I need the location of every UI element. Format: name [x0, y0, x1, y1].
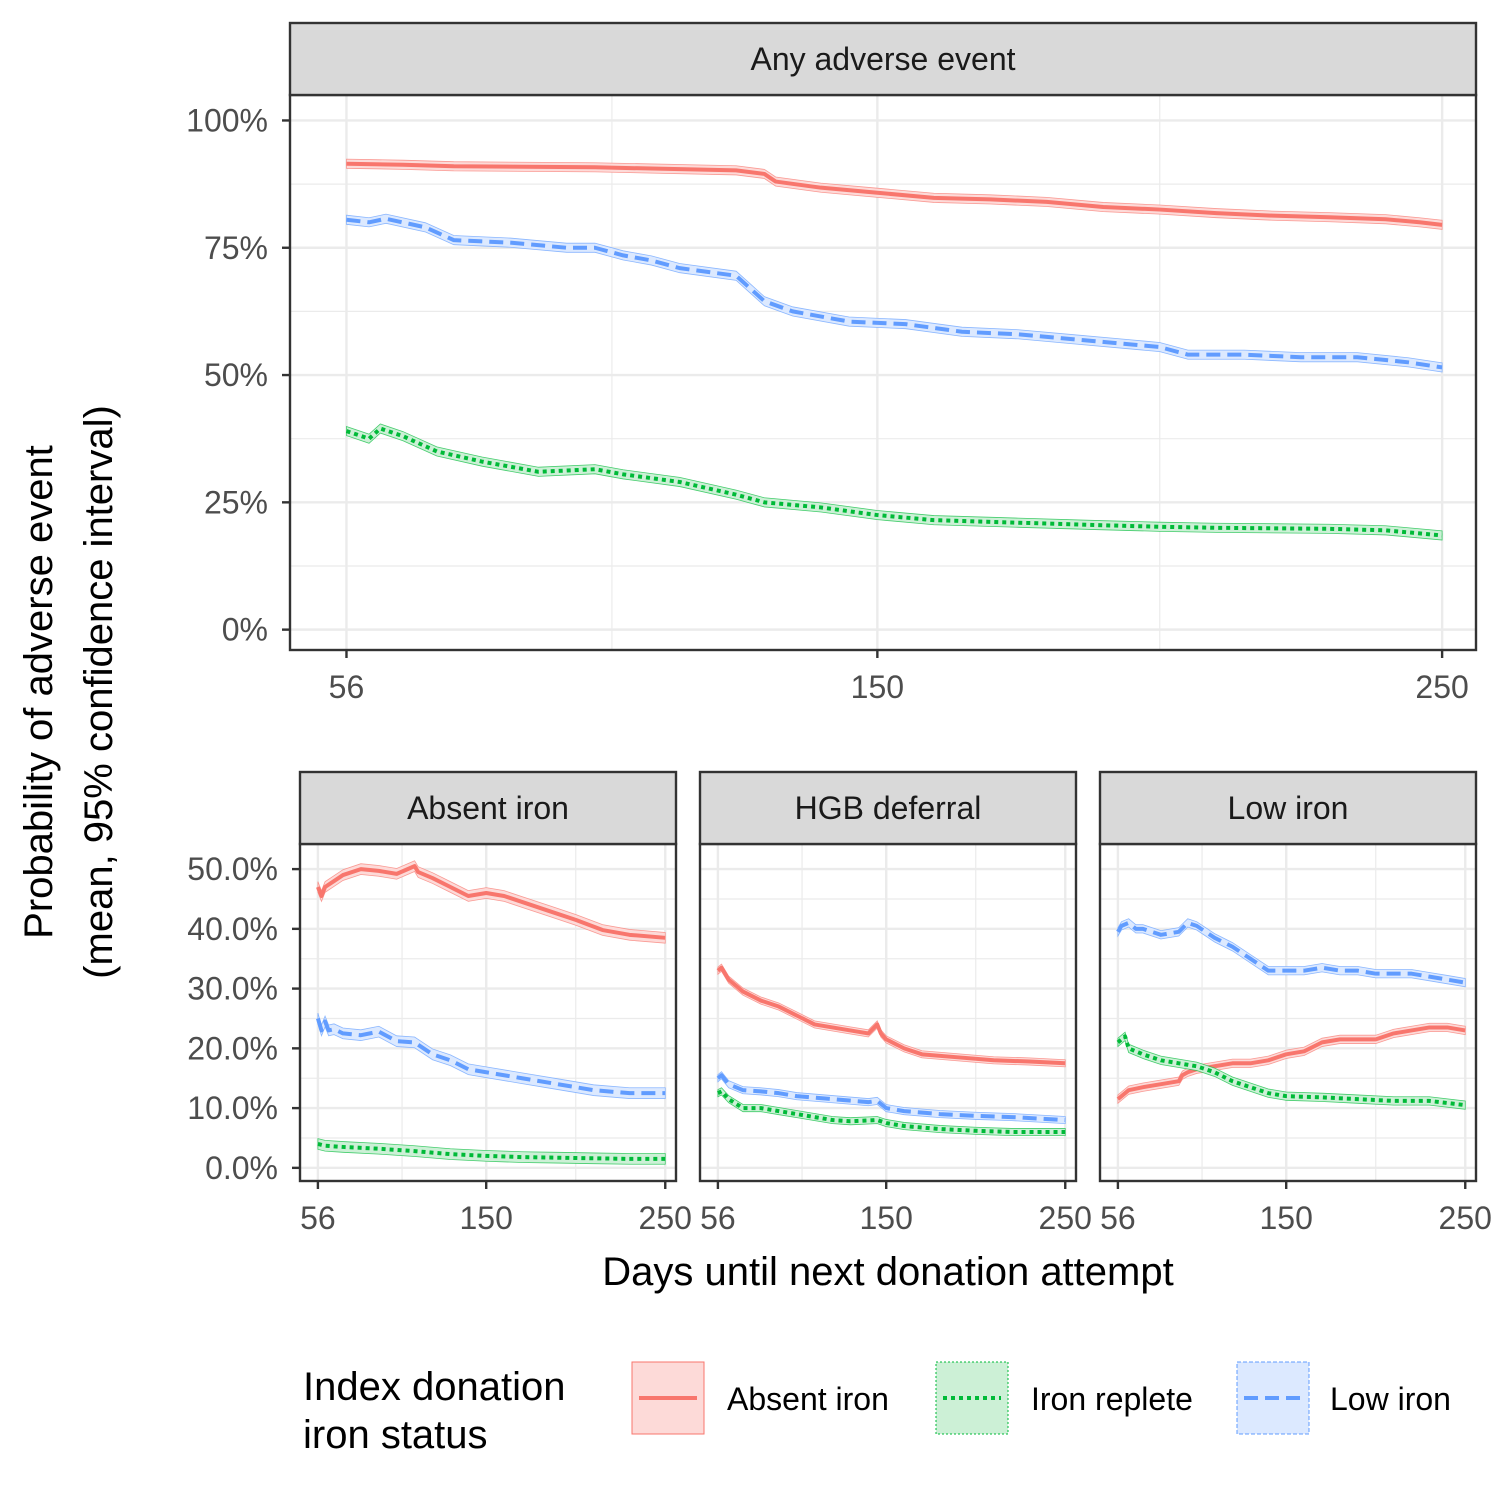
y-axis-title-line2: (mean, 95% confidence interval) [77, 405, 121, 979]
y-tick-label: 0% [222, 612, 268, 648]
x-tick-label: 250 [1039, 1200, 1092, 1236]
strip-hgb-deferral [698, 770, 1078, 846]
x-tick-label: 150 [460, 1200, 513, 1236]
x-tick-label: 250 [1439, 1200, 1492, 1236]
panel-absent-iron: Absent iron 56 150 250 0.0% 10.0% 20.0% 30.0% 40… [187, 770, 692, 1236]
x-tick-label: 150 [860, 1200, 913, 1236]
strip-any-adverse-event [288, 21, 1478, 97]
x-tick-label: 150 [851, 669, 904, 705]
panel-hgb-deferral: HGB deferral 56 150 250 [698, 770, 1092, 1236]
x-axis-title: Days until next donation attempt [602, 1250, 1173, 1294]
x-tick-label: 250 [639, 1200, 692, 1236]
panel-low-iron: Low iron 56 150 250 [1098, 770, 1492, 1236]
y-tick-label: 75% [204, 230, 268, 266]
legend-title-line1: Index donation [303, 1365, 565, 1409]
series-line-replete [345, 426, 1443, 538]
y-tick-label: 50.0% [187, 851, 278, 887]
strip-low-iron [1098, 770, 1478, 846]
panel-background [1100, 844, 1476, 1181]
series-line-absent [316, 864, 666, 940]
ci-band-absent [717, 963, 1066, 1068]
panel-background [290, 95, 1476, 650]
y-tick-label: 20.0% [187, 1030, 278, 1066]
y-tick-label: 0.0% [205, 1150, 278, 1186]
x-tick-label: 56 [300, 1200, 336, 1236]
y-axis-title-line1: Probability of adverse event [17, 445, 61, 939]
legend-label-absent-iron: Absent iron [727, 1381, 889, 1417]
legend-title-line2: iron status [303, 1413, 488, 1457]
strip-absent-iron [298, 770, 678, 846]
y-tick-label: 10.0% [187, 1090, 278, 1126]
legend-label-iron-replete: Iron replete [1031, 1381, 1193, 1417]
ci-band-low [1117, 918, 1466, 988]
x-tick-label: 250 [1415, 669, 1468, 705]
series-line-replete [717, 1089, 1066, 1135]
series-line-replete [317, 1142, 666, 1161]
strip-title-any-adverse-event: Any adverse event [750, 41, 1015, 77]
series-line-absent [1116, 1025, 1466, 1101]
panel-any-adverse-event: Any adverse event 56 150 250 0% 25% 50% 75% 100% [186, 21, 1478, 705]
legend-label-low-iron: Low iron [1330, 1381, 1451, 1417]
y-tick-label: 25% [204, 484, 268, 520]
series-line-replete [1116, 1034, 1466, 1108]
panels: Any adverse event 56 150 250 0% 25% 50% 75% 100%… [186, 21, 1492, 1236]
series-line-low [346, 216, 1443, 370]
legend: Index donation iron status Absent iron I… [303, 1361, 1451, 1457]
strip-title-hgb-deferral: HGB deferral [795, 790, 982, 826]
series-line-low [315, 1017, 666, 1096]
y-tick-label: 40.0% [187, 911, 278, 947]
series-line-absent [716, 965, 1066, 1066]
y-tick-label: 50% [204, 357, 268, 393]
panel-background [300, 844, 676, 1181]
y-tick-label: 100% [186, 102, 268, 138]
ci-band-replete [317, 1138, 666, 1165]
strip-title-low-iron: Low iron [1228, 790, 1349, 826]
strip-title-absent-iron: Absent iron [407, 790, 569, 826]
y-tick-label: 30.0% [187, 971, 278, 1007]
series-line-low [1116, 920, 1466, 985]
x-tick-label: 56 [700, 1200, 736, 1236]
x-tick-label: 150 [1260, 1200, 1313, 1236]
x-tick-label: 56 [1100, 1200, 1136, 1236]
legend-key-iron-replete [935, 1361, 1009, 1435]
x-tick-label: 56 [329, 669, 365, 705]
ci-band-low [317, 1012, 666, 1099]
series-line-low [716, 1073, 1066, 1123]
series-line-absent [346, 161, 1443, 227]
